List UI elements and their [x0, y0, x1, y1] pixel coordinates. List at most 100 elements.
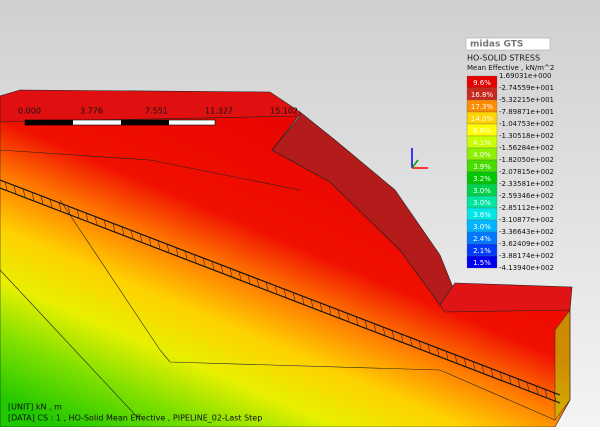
- legend-percent: 3.9%: [473, 163, 491, 171]
- pipeline-tie: [256, 278, 260, 287]
- pipeline-tie: [94, 216, 98, 225]
- pipeline-tie: [355, 316, 359, 325]
- legend-band: [466, 255, 498, 269]
- pipeline-tie: [283, 288, 287, 298]
- pipeline-tie: [166, 244, 170, 253]
- pipeline-tie: [85, 212, 89, 222]
- pipeline-tie: [445, 351, 449, 360]
- pipeline-tie: [328, 306, 332, 315]
- pipeline-tie: [409, 337, 413, 346]
- pipeline-tie: [31, 192, 35, 201]
- legend-level: -3.62409e+002: [499, 240, 554, 248]
- info-text: [UNIT] kN , m: [8, 403, 62, 412]
- pipeline-tie: [535, 385, 539, 394]
- legend-level: -3.10877e+002: [499, 216, 554, 224]
- legend-percent: 3.0%: [473, 223, 491, 231]
- legend-level: -1.82050e+002: [499, 156, 554, 164]
- legend-percent: 4.1%: [473, 139, 491, 147]
- scale-label: 0.000: [18, 107, 41, 116]
- pipeline-tie: [229, 268, 233, 277]
- legend-level: -2.33581e+002: [499, 180, 554, 188]
- pipeline-tie: [418, 340, 422, 349]
- legend-level: -2.07815e+002: [499, 168, 554, 176]
- legend: midas GTS HO-SOLID STRESS Mean Effective…: [465, 37, 554, 272]
- mesh-line: [0, 269, 141, 421]
- legend-level: -2.85112e+002: [499, 204, 554, 212]
- pipeline-tie: [4, 181, 8, 190]
- pipeline-tie: [490, 368, 494, 377]
- legend-percent: 16.8%: [471, 91, 494, 99]
- legend-percent: 3.2%: [473, 175, 491, 183]
- pipeline-tie: [526, 382, 530, 391]
- pipeline-tie: [427, 344, 431, 353]
- pipeline-tie: [22, 188, 26, 197]
- info-text: [DATA] CS : 1 , HO-Solid Mean Effective …: [8, 414, 262, 423]
- legend-percent: 3.6%: [473, 211, 491, 219]
- pipeline-tie: [103, 219, 107, 229]
- scale-label: 7.551: [145, 107, 168, 116]
- legend-percent: 9.6%: [473, 79, 491, 87]
- pipeline-tie: [544, 389, 548, 398]
- pipeline-tie: [454, 354, 458, 363]
- legend-level: -5.32215e+001: [499, 96, 554, 104]
- mesh-line: [0, 149, 301, 191]
- legend-level: -1.04753e+002: [499, 120, 554, 128]
- pipeline-tie: [436, 347, 440, 356]
- pipeline-tie: [211, 261, 215, 270]
- scale-bar-segment: [121, 120, 169, 125]
- pipeline-tie: [202, 257, 206, 267]
- logo-box: [465, 37, 551, 51]
- pipeline-tie: [319, 302, 323, 311]
- pipeline-tie: [121, 226, 125, 235]
- pipeline-tie: [184, 250, 188, 260]
- pipeline-tie: [49, 199, 53, 208]
- model: [0, 89, 573, 428]
- pipeline-tie: [175, 247, 179, 256]
- axis-triad: [411, 148, 428, 169]
- pipeline-tie: [337, 309, 341, 318]
- legend-percent: 2.1%: [473, 247, 491, 255]
- mesh-line: [59, 199, 556, 421]
- legend-percent: 1.5%: [473, 259, 491, 267]
- pipeline-tie: [463, 358, 467, 367]
- pipeline-tie: [58, 202, 62, 211]
- side-face: [554, 309, 571, 421]
- pipeline-tie: [346, 313, 350, 322]
- pipeline-tie: [310, 299, 314, 308]
- pipeline-tie: [301, 295, 305, 305]
- legend-level: -3.88174e+002: [499, 252, 554, 260]
- scale-label: 15.102: [270, 107, 298, 116]
- pipeline-tie: [238, 271, 242, 280]
- pipeline: [0, 187, 561, 404]
- pipeline-tie: [148, 237, 152, 246]
- pipeline-tie: [67, 206, 71, 215]
- legend-percent: 3.0%: [473, 187, 491, 195]
- axis-y: [411, 159, 419, 169]
- scale-bar-segment: [25, 120, 73, 125]
- pipeline-tie: [265, 282, 269, 291]
- pipeline-tie: [139, 233, 143, 242]
- pipeline-tie: [553, 392, 557, 401]
- legend-level: -1.30518e+002: [499, 132, 554, 140]
- legend-title: HO-SOLID STRESS: [467, 54, 540, 63]
- pipeline-ties: [4, 181, 557, 401]
- pipeline-tie: [274, 285, 278, 294]
- legend-level: -1.56284e+002: [499, 144, 554, 152]
- pipeline-tie: [112, 223, 116, 232]
- legend-level: -4.13940e+002: [499, 264, 554, 272]
- pipeline-tie: [76, 209, 80, 218]
- scale-bar: 0.000 3.776 7.551 11.327 15.102: [18, 107, 298, 126]
- pipeline-tie: [391, 330, 395, 339]
- scale-label: 11.327: [205, 107, 233, 116]
- pipeline-tie: [373, 323, 377, 332]
- pipeline-tie: [400, 333, 404, 343]
- legend-percent: 8.6%: [473, 127, 491, 135]
- pipeline-tie: [508, 375, 512, 384]
- legend-level: -2.74559e+001: [499, 84, 554, 92]
- legend-level: -3.36643e+002: [499, 228, 554, 236]
- pipeline-tie: [382, 326, 386, 336]
- legend-percent: 17.3%: [471, 103, 494, 111]
- legend-level: -2.59346e+002: [499, 192, 554, 200]
- pipeline-tie: [193, 254, 197, 263]
